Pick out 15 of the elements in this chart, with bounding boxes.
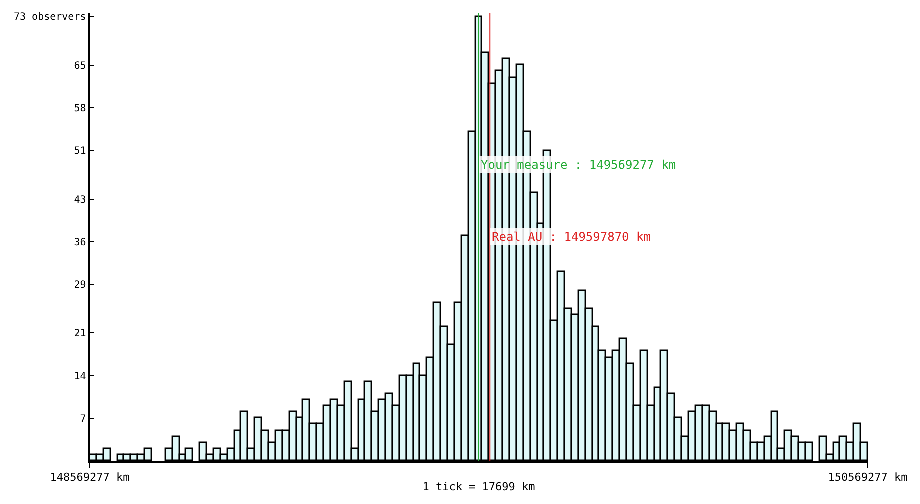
y-tick-label: 51 xyxy=(74,146,86,158)
x-axis-title: 1 tick = 17699 km xyxy=(422,480,536,494)
y-tick-label: 21 xyxy=(74,328,86,340)
y-tick-label: 43 xyxy=(74,194,86,206)
y-tick-label: 36 xyxy=(74,237,86,248)
x-tick-label: 148569277 km xyxy=(50,470,130,484)
y-tick-label: 73 observers xyxy=(14,12,86,24)
x-tick-label: 150569277 km xyxy=(828,470,908,484)
y-tick-label: 65 xyxy=(74,60,86,72)
y-tick-label: 29 xyxy=(74,280,86,291)
ref-line-label: Real AU : 149597870 km xyxy=(492,230,651,244)
y-tick-label: 7 xyxy=(80,414,86,425)
ref-line-label: Your measure : 149569277 km xyxy=(481,158,676,172)
y-tick-label: 14 xyxy=(74,371,86,382)
y-tick-label: 58 xyxy=(74,103,86,114)
